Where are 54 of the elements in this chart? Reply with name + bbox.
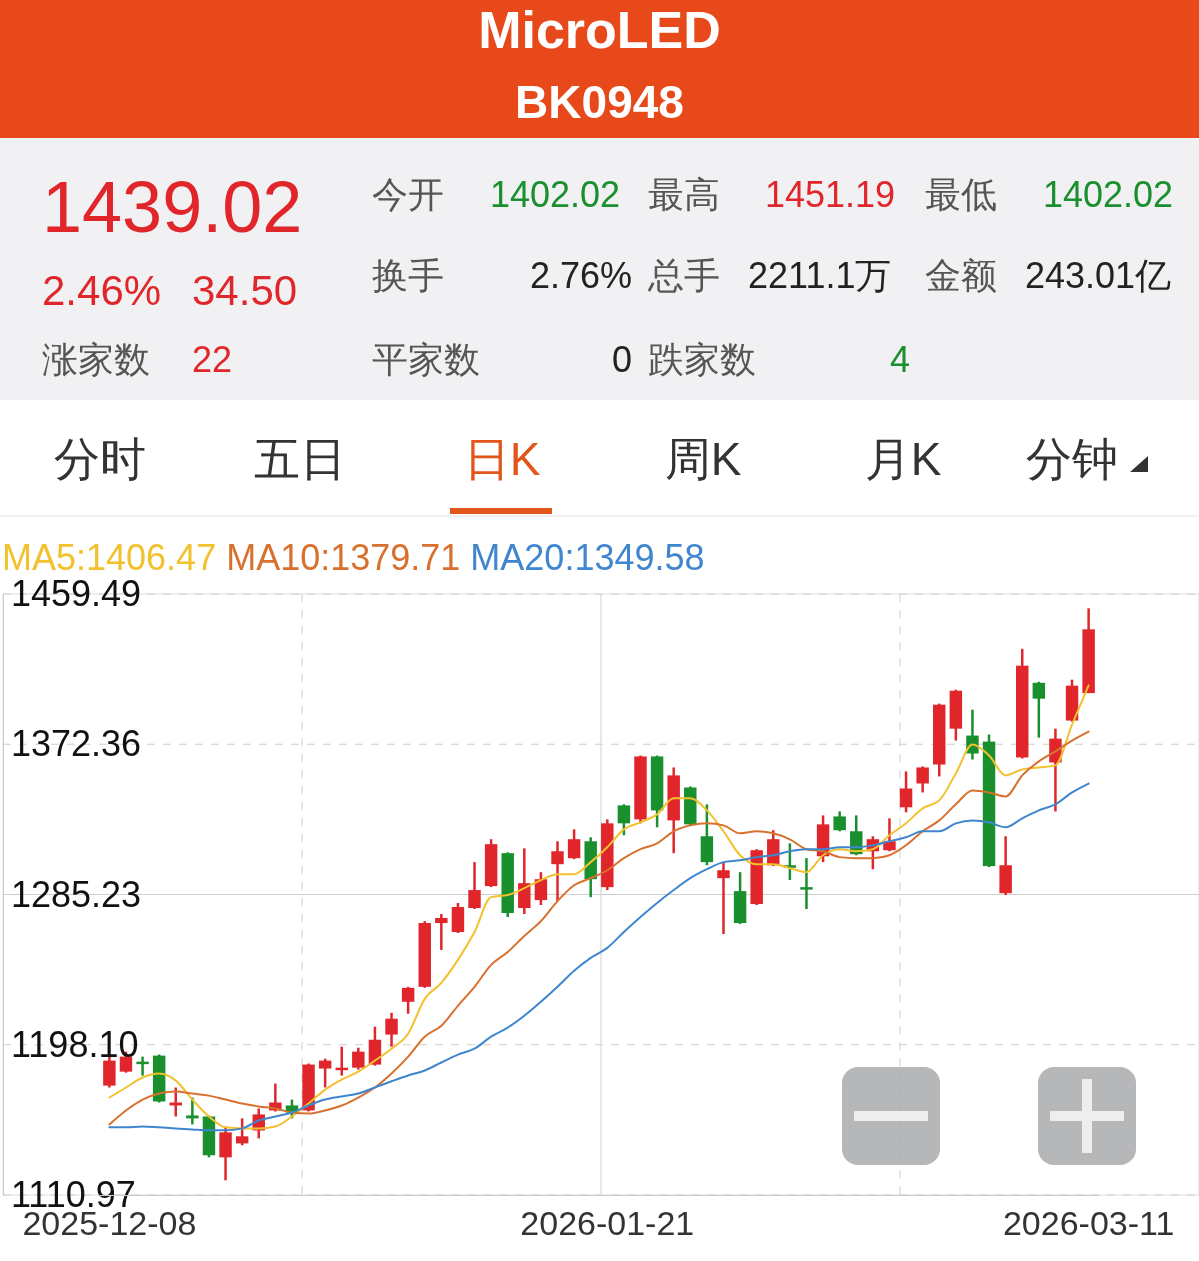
candlestick — [717, 860, 730, 936]
text: MA20:1349.58 — [470, 537, 705, 578]
text: 243.01亿 — [1025, 255, 1172, 296]
text: 月K — [864, 433, 942, 485]
text: 分钟 — [1026, 433, 1118, 485]
text: 最高 — [648, 174, 720, 215]
text: 2.76% — [529, 255, 632, 296]
candlestick — [916, 765, 929, 794]
candlestick — [401, 985, 415, 1015]
candlestick — [567, 828, 581, 861]
text: 换手 — [372, 255, 444, 296]
text: 五日 — [254, 433, 346, 485]
text: 涨家数 — [42, 339, 150, 380]
text: 跌家数 — [648, 339, 756, 380]
text: 2.46% — [42, 267, 162, 314]
candlestick — [352, 1046, 365, 1071]
text: 22 — [192, 339, 233, 380]
text: 平家数 — [372, 339, 480, 380]
chart-title: MicroLED — [478, 1, 721, 59]
text: 今开 — [372, 174, 444, 215]
text: 34.50 — [192, 267, 298, 314]
text: 1402.02 — [1043, 174, 1174, 215]
chart-subtitle: BK0948 — [515, 76, 684, 128]
text: 0 — [611, 339, 632, 380]
candlestick — [435, 912, 448, 952]
candlestick — [551, 840, 564, 903]
candlestick — [318, 1057, 332, 1089]
text: MA10:1379.71 — [226, 537, 471, 578]
candlestick — [1032, 680, 1046, 739]
text: 日K — [463, 433, 541, 485]
y-tick-label: 1285.23 — [11, 873, 142, 915]
x-tick-label: 2026-01-21 — [520, 1204, 695, 1243]
text: 2211.1万 — [748, 255, 892, 296]
text: 分时 — [54, 433, 146, 485]
text: 最低 — [925, 174, 997, 215]
candlestick — [617, 803, 631, 837]
candlestick — [534, 870, 548, 907]
candlestick — [468, 860, 481, 911]
text: 1402.02 — [490, 174, 621, 215]
y-tick-label: 1372.36 — [11, 723, 142, 765]
candlestick — [899, 770, 913, 814]
candlestick — [833, 810, 846, 833]
text: 1439.02 — [42, 167, 303, 247]
y-tick-label: 1198.10 — [11, 1023, 139, 1065]
text: 周K — [664, 433, 742, 485]
text: 1451.19 — [765, 174, 896, 215]
text: 总手 — [647, 255, 720, 296]
x-tick-label: 2026-03-11 — [1002, 1204, 1175, 1243]
candlestick — [235, 1117, 249, 1147]
candlestick — [800, 856, 813, 911]
text: 4 — [890, 339, 911, 380]
candlestick — [186, 1096, 199, 1126]
candlestick — [385, 1011, 398, 1048]
text: 金额 — [925, 255, 997, 296]
